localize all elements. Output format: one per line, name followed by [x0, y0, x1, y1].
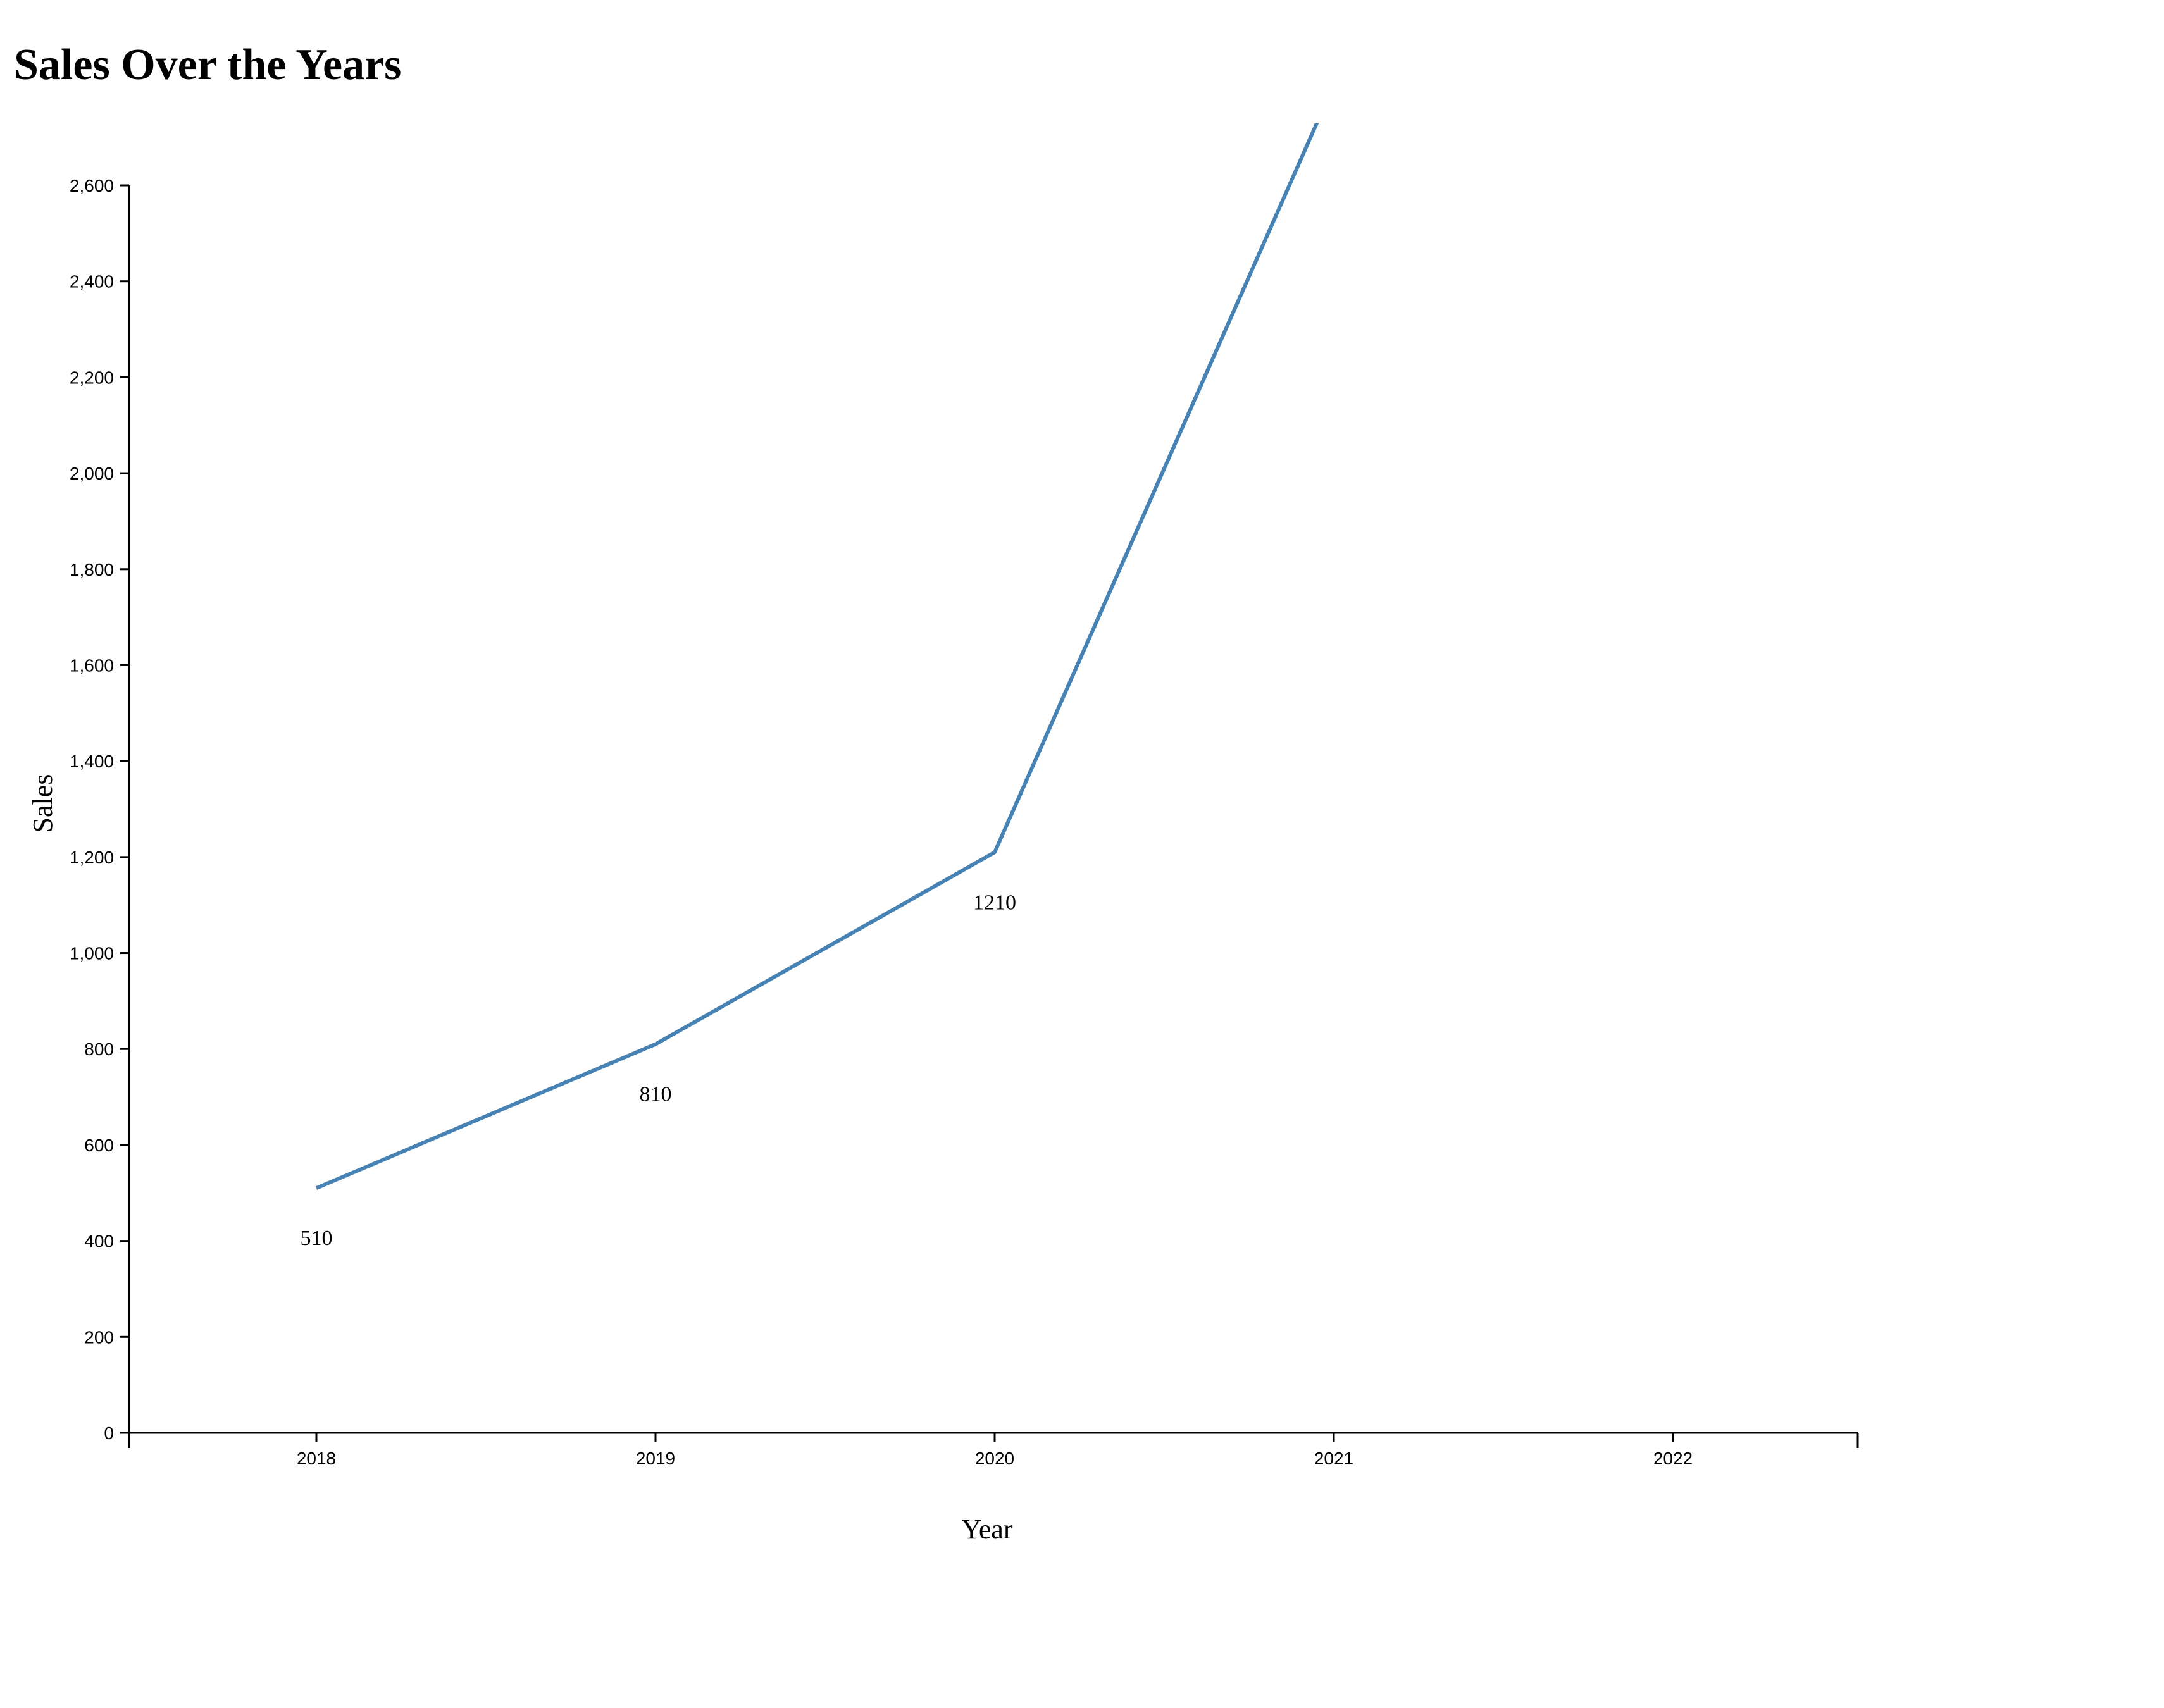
y-tick-label: 1,400 [70, 752, 114, 771]
x-tick-label: 2021 [1314, 1449, 1353, 1468]
x-tick-label: 2018 [297, 1449, 336, 1468]
x-tick-label: 2019 [636, 1449, 675, 1468]
series-layer [315, 123, 1319, 1190]
y-tick-label: 1,000 [70, 944, 114, 963]
y-axis: 0 200 400 600 800 1,000 1,200 1,400 1,600 1,800 2,… [70, 176, 130, 1443]
y-tick-label: 600 [84, 1136, 114, 1155]
data-label: 1210 [973, 891, 1016, 914]
x-tick-label: 2022 [1653, 1449, 1693, 1468]
y-tick-label: 1,600 [70, 655, 114, 675]
y-tick-label: 0 [104, 1423, 114, 1443]
data-labels: 510 810 1210 [301, 891, 1017, 1250]
y-tick-label: 2,000 [70, 464, 114, 483]
y-tick-label: 1,200 [70, 848, 114, 867]
y-tick-label: 400 [84, 1232, 114, 1251]
y-tick-label: 2,600 [70, 176, 114, 195]
y-tick-label: 1,800 [70, 560, 114, 579]
x-axis-title: Year [961, 1514, 1012, 1545]
x-tick-label: 2020 [975, 1449, 1014, 1468]
y-axis-title: Sales [27, 774, 58, 833]
x-axis: 2018 2019 2020 2021 2022 [128, 1432, 1859, 1468]
y-tick-label: 2,200 [70, 368, 114, 387]
series-line [315, 123, 1319, 1190]
y-tick-label: 800 [84, 1039, 114, 1059]
chart-title: Sales Over the Years [14, 40, 402, 89]
data-label: 510 [301, 1227, 333, 1250]
data-label: 810 [640, 1083, 672, 1106]
y-tick-label: 200 [84, 1327, 114, 1347]
y-tick-label: 2,400 [70, 272, 114, 292]
